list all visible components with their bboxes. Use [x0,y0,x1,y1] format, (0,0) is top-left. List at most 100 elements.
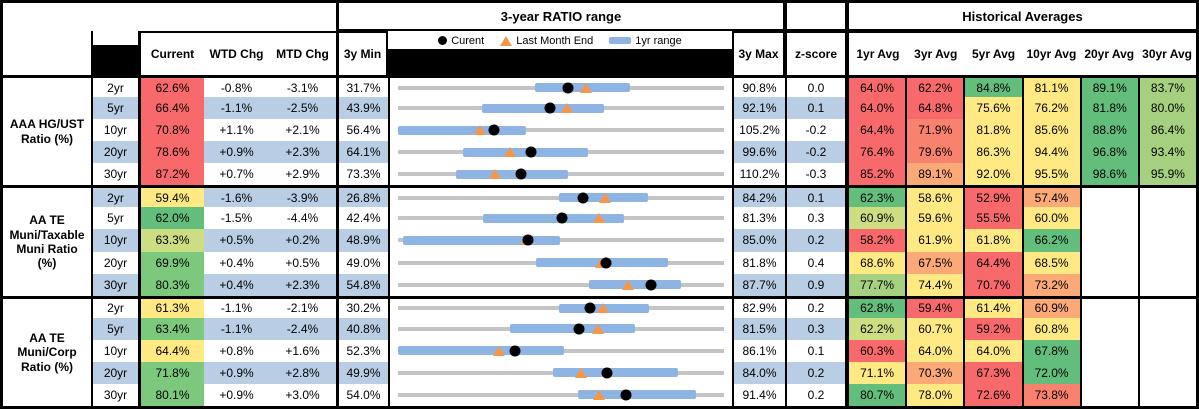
wtd-chg-cell: -1.5% [204,207,269,230]
5yr-avg-column-header: 5yr Avg [972,47,1016,61]
avg-cell: 70.3% [905,361,964,384]
current-marker [601,367,613,379]
3y-max-cell: 90.8% [732,75,785,98]
avg-cell [1137,251,1196,274]
wtd-chg-cell: -1.6% [204,185,269,208]
mtd-chg-cell: -2.4% [269,317,336,340]
avg-cell: 64.0% [847,75,906,98]
avg-cell: 60.0% [1021,207,1080,230]
3yr-avg-column-header: 3yr Avg [914,47,958,61]
ratio-range-chart [388,185,732,208]
current-cell: 61.3% [138,295,204,318]
avg-cell: 67.8% [1021,339,1080,362]
avg-cell: 71.1% [847,361,906,384]
last-month-end-marker [579,82,592,93]
last-month-end-marker [493,345,506,356]
wtd-chg-cell: +0.9% [204,361,269,384]
3y-min-cell: 64.1% [336,141,388,164]
one-year-range-bar [481,103,604,113]
3y-min-cell: 54.0% [336,383,388,406]
3y-min-cell: 48.9% [336,229,388,252]
avg-cell: 83.7% [1137,75,1196,98]
wtd-chg-cell: +0.9% [204,383,269,406]
z-score-cell: 0.1 [785,185,847,208]
mtd-chg-cell: +2.3% [269,273,336,296]
avg-cell: 88.8% [1079,119,1138,142]
range-track [398,188,724,207]
avg-cell: 95.9% [1137,163,1196,186]
legend-1yr-range-label: 1yr range [635,34,682,47]
legend-last-month-end-label: Last Month End [516,34,594,47]
z-score-cell: 0.4 [785,251,847,274]
avg-cell: 57.4% [1021,185,1080,208]
avg-cell: 79.6% [905,141,964,164]
wtd-chg-cell: -1.1% [204,97,269,120]
legend-bar-icon [609,37,632,44]
avg-cell: 60.9% [1021,295,1080,318]
tenor-cell: 20yr [91,251,138,274]
avg-cell: 68.6% [847,251,906,274]
tenor-cell: 20yr [91,141,138,164]
3y-max-cell: 81.5% [732,317,785,340]
chart-legend: Curent Last Month End 1yr range [388,32,732,49]
avg-cell [1137,295,1196,318]
avg-cell: 64.0% [905,339,964,362]
group-label: AAA HG/UST Ratio (%) [3,75,91,185]
avg-cell: 60.9% [847,207,906,230]
avg-cell: 71.9% [905,119,964,142]
avg-cell: 60.3% [847,339,906,362]
avg-cell: 80.0% [1137,97,1196,120]
current-cell: 78.6% [138,141,204,164]
mtd-chg-cell: +2.3% [269,141,336,164]
current-marker [556,212,568,224]
3y-max-cell: 84.0% [732,361,785,384]
3y-min-cell: 31.7% [336,75,388,98]
avg-cell: 76.2% [1021,97,1080,120]
z-score-cell: 0.0 [785,75,847,98]
tenor-cell: 5yr [91,207,138,230]
legend-triangle-icon [500,35,513,46]
3y-max-cell: 110.2% [732,163,785,186]
range-track [398,141,724,163]
current-column-header: Current [150,47,195,61]
one-year-range-bar [398,125,526,135]
last-month-end-marker [599,192,612,203]
avg-cell: 85.6% [1021,119,1080,142]
last-month-end-marker [593,213,606,224]
avg-cell [1137,339,1196,362]
z-score-cell: -0.2 [785,119,847,142]
3y-max-cell: 86.1% [732,339,785,362]
range-track [398,207,724,229]
3y-min-cell: 40.8% [336,317,388,340]
tenor-cell: 10yr [91,339,138,362]
avg-cell: 86.3% [963,141,1022,164]
range-track [398,340,724,362]
legend-last-month-end: Last Month End [500,35,593,47]
3y-max-cell: 81.8% [732,251,785,274]
avg-cell: 62.3% [847,185,906,208]
z-score-cell: -0.3 [785,163,847,186]
ratio-range-chart [388,317,732,340]
last-month-end-marker [592,323,605,334]
3y-max-cell: 87.7% [732,273,785,296]
tenor-cell: 20yr [91,361,138,384]
one-year-range-bar [510,324,636,334]
range-track [398,362,724,384]
current-marker [620,389,631,401]
legend-current-label: Curent [451,34,485,47]
avg-cell: 95.5% [1021,163,1080,186]
range-track [398,274,724,296]
ratio-range-chart [388,273,732,296]
avg-cell: 72.0% [1021,361,1080,384]
black-fill-block [388,49,732,75]
avg-cell: 74.4% [905,273,964,296]
tenor-column-header [91,31,138,75]
range-track [398,97,724,119]
avg-cell: 89.1% [905,163,964,186]
tenor-cell: 2yr [91,295,138,318]
avg-cell: 81.8% [963,119,1022,142]
avg-cell: 73.2% [1021,273,1080,296]
3y-max-cell: 92.1% [732,97,785,120]
z-score-cell: 0.3 [785,207,847,230]
z-score-cell: 0.2 [785,383,847,406]
